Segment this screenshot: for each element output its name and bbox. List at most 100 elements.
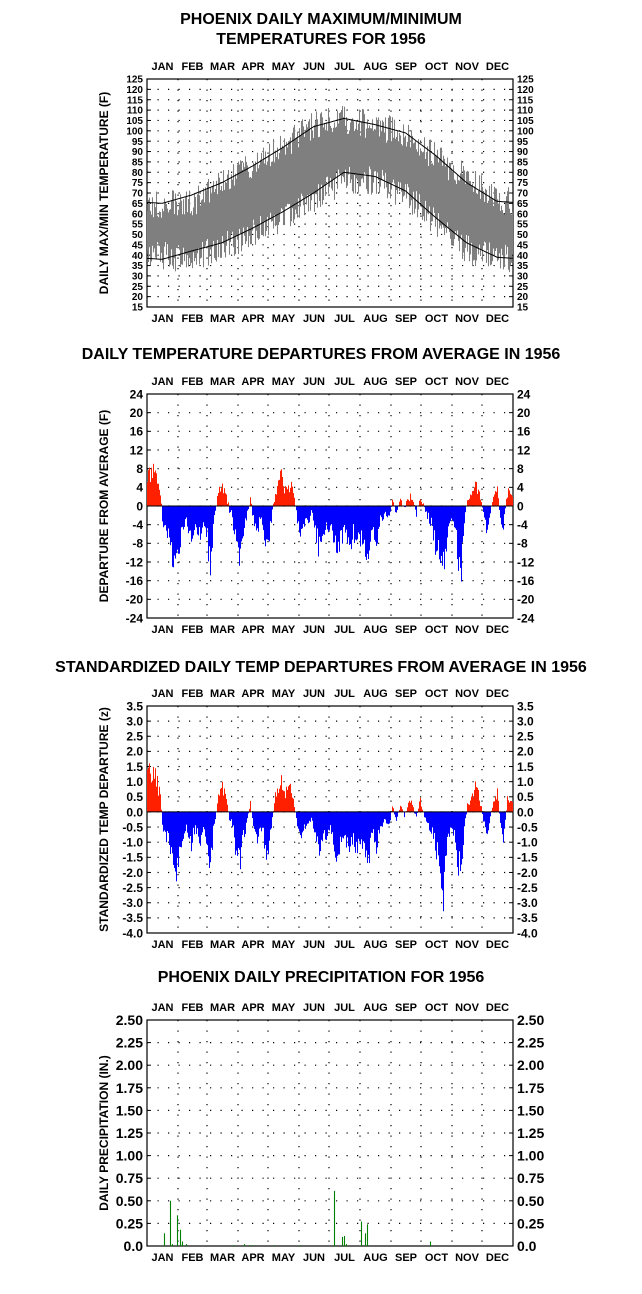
- std-ytick-label-left: 1.0: [126, 775, 143, 789]
- temp-ytick-label-right: 95: [517, 137, 529, 148]
- dep-bar: [502, 506, 503, 528]
- std-bar: [454, 811, 455, 831]
- std-bar: [492, 807, 493, 812]
- std-bar: [445, 811, 446, 857]
- std-bar: [186, 811, 187, 825]
- std-ytick-label-right: 3.0: [517, 714, 534, 728]
- dep-bar: [277, 486, 278, 506]
- dep-bar: [171, 506, 172, 543]
- dep-bar: [235, 506, 236, 530]
- std-month-label-top: AUG: [363, 688, 387, 700]
- temp-ytick-label-right: 45: [517, 240, 529, 251]
- temp-ytick-label-left: 60: [132, 209, 144, 220]
- std-bar: [399, 810, 400, 812]
- std-bar: [237, 811, 238, 856]
- dep-ytick-label-left: 16: [130, 425, 144, 439]
- std-bar: [331, 811, 332, 834]
- temp-ytick-label-right: 50: [517, 230, 529, 241]
- std-bar: [508, 800, 509, 812]
- std-bar: [378, 811, 379, 830]
- temp-ytick-label-left: 125: [126, 75, 143, 86]
- dep-bar: [393, 502, 394, 506]
- precip-ytick-label-right: 0.75: [517, 1170, 544, 1186]
- precip-month-label-top: MAY: [272, 1002, 296, 1014]
- std-bar: [506, 810, 507, 812]
- dep-bar: [423, 503, 424, 506]
- dep-bar: [444, 506, 445, 570]
- std-bar: [352, 811, 353, 845]
- dep-bar: [241, 506, 242, 542]
- std-bar: [212, 811, 213, 850]
- std-bar: [175, 811, 176, 872]
- dep-bar: [255, 506, 256, 524]
- std-bar: [487, 811, 488, 834]
- std-bar: [157, 775, 158, 812]
- dep-bar: [333, 506, 334, 543]
- std-bar: [306, 811, 307, 826]
- std-bar: [284, 791, 285, 812]
- precip-ytick-label-left: 1.75: [116, 1080, 143, 1096]
- std-bar: [335, 811, 336, 858]
- std-bar: [160, 794, 161, 812]
- std-bar: [249, 808, 250, 812]
- dep-bar: [358, 506, 359, 533]
- std-bar: [408, 802, 409, 812]
- std-bar: [187, 811, 188, 833]
- dep-bar: [386, 506, 387, 517]
- dep-bar: [462, 506, 463, 543]
- temp-month-label-bottom: APR: [241, 313, 264, 325]
- dep-bar: [410, 493, 411, 506]
- std-bar: [359, 811, 360, 842]
- dep-ytick-label-left: -16: [126, 574, 144, 588]
- std-bar: [503, 811, 504, 843]
- dep-bar: [488, 506, 489, 525]
- dep-bar: [439, 506, 440, 560]
- precip-month-label-top: FEB: [182, 1002, 204, 1014]
- std-month-label-top: JUL: [334, 688, 355, 700]
- dep-bar: [275, 494, 276, 506]
- std-bar: [280, 785, 281, 812]
- dep-bar: [474, 487, 475, 506]
- dep-bar: [185, 506, 186, 520]
- temp-month-label-top: JUN: [303, 61, 325, 73]
- std-bar: [379, 811, 380, 834]
- dep-bar: [392, 499, 393, 506]
- precip-month-label-top: NOV: [455, 1002, 480, 1014]
- dep-month-label-top: SEP: [395, 376, 417, 388]
- temp-ytick-label-left: 20: [132, 292, 144, 303]
- temp-ytick-label-left: 120: [126, 85, 143, 96]
- dep-bar: [234, 506, 235, 535]
- dep-bar: [190, 506, 191, 531]
- std-bar: [303, 811, 304, 831]
- std-bar: [149, 763, 150, 812]
- dep-bar: [346, 506, 347, 530]
- dep-bar: [421, 501, 422, 506]
- std-bar: [211, 811, 212, 848]
- std-bar: [432, 811, 433, 828]
- std-ytick-label-right: 0.5: [517, 790, 534, 804]
- std-bar: [266, 811, 267, 860]
- std-bar: [183, 811, 184, 839]
- dep-bar: [155, 470, 156, 506]
- precip-ytick-label-left: 0.75: [116, 1170, 143, 1186]
- dep-bar: [207, 506, 208, 529]
- dep-bar: [373, 506, 374, 528]
- dep-bar: [504, 506, 505, 515]
- dep-bar: [307, 506, 308, 520]
- dep-bar: [328, 506, 329, 533]
- temp-y-axis-title: DAILY MAX/MIN TEMPERATURE (F): [97, 92, 111, 294]
- std-bar: [291, 793, 292, 812]
- std-bar: [373, 811, 374, 830]
- dep-month-label-bottom: MAR: [210, 624, 235, 636]
- precip-ytick-label-right: 2.50: [517, 1012, 544, 1028]
- dep-bar: [213, 506, 214, 524]
- dep-bar: [264, 506, 265, 541]
- std-bar: [350, 811, 351, 847]
- std-bar: [452, 811, 453, 829]
- std-bar: [169, 811, 170, 845]
- std-bar: [382, 811, 383, 827]
- std-bar: [439, 811, 440, 867]
- dep-bar: [464, 506, 465, 524]
- std-bar: [268, 811, 269, 855]
- dep-bar: [278, 480, 279, 506]
